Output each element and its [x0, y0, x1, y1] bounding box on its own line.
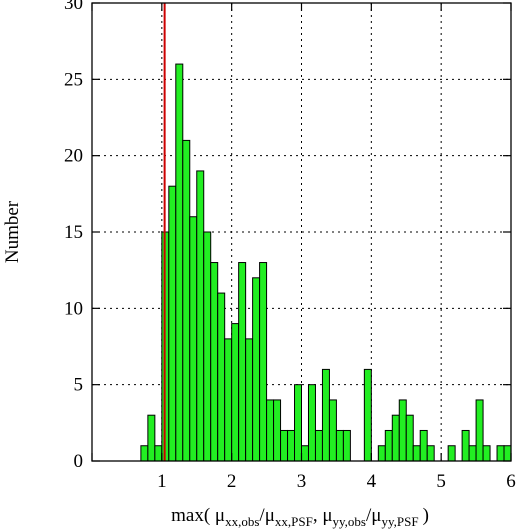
histogram-bar-40	[419, 429, 428, 462]
histogram-bar-21	[287, 429, 296, 462]
histogram-bar-4	[168, 185, 177, 462]
x-tick-label-5: 5	[436, 471, 446, 492]
histogram-bar-15	[245, 338, 254, 462]
x-tick-label-2: 2	[227, 471, 237, 492]
histogram-bar-25	[314, 429, 323, 462]
histogram-bar-39	[412, 445, 421, 462]
histogram-bar-49	[482, 445, 491, 462]
x-label-close: )	[423, 505, 429, 526]
x-label-mu-4: μ	[371, 505, 381, 526]
histogram-bar-41	[426, 445, 435, 462]
axis-ticks	[91, 2, 512, 462]
histogram-bar-1	[147, 414, 156, 462]
histogram-bar-29	[342, 429, 351, 462]
y-tick-label-5: 5	[74, 375, 84, 396]
histogram-bar-48	[475, 399, 484, 462]
x-label-sub-xx-obs: xx,obs	[225, 514, 259, 529]
histogram-bar-32	[363, 368, 372, 462]
histogram-bar-13	[231, 323, 240, 462]
x-tick-labels: 1 2 3 4 5 6	[157, 471, 516, 492]
x-tick-label-1: 1	[157, 471, 167, 492]
histogram-bar-46	[461, 429, 470, 462]
histogram-bar-27	[328, 399, 337, 462]
histogram-bar-34	[377, 445, 386, 462]
x-axis-label: max( μxx,obs/μxx,PSF, μyy,obs/μyy,PSF)	[171, 505, 429, 529]
histogram-bar-19	[273, 399, 282, 462]
histogram-bar-10	[210, 262, 219, 462]
y-tick-label-30: 30	[64, 0, 83, 14]
x-label-mu-3: μ	[322, 505, 332, 526]
histogram-bar-11	[217, 292, 226, 462]
x-label-slash-1: /	[259, 505, 265, 526]
y-tick-label-15: 15	[64, 222, 83, 243]
histogram-bar-20	[280, 429, 289, 462]
x-label-slash-2: /	[366, 505, 372, 526]
histogram-bar-35	[384, 429, 393, 462]
histogram-bar-5	[175, 63, 184, 462]
y-tick-label-0: 0	[74, 451, 84, 472]
x-label-mu-2: μ	[265, 505, 275, 526]
histogram-bar-36	[391, 414, 400, 462]
histogram-bar-22	[294, 384, 302, 462]
x-label-sub-yy-psf: yy,PSF	[381, 514, 418, 529]
y-axis-label: Number	[2, 200, 23, 263]
x-label-prefix: max(	[171, 505, 210, 526]
y-tick-labels: 0 5 10 15 20 25 30	[64, 0, 83, 472]
histogram-bar-12	[224, 338, 233, 462]
histogram-bar-14	[238, 262, 247, 462]
y-tick-label-10: 10	[64, 298, 83, 319]
histogram-bar-44	[447, 445, 456, 462]
x-label-sub-yy-obs: yy,obs	[333, 514, 366, 529]
x-label-mu-1: μ	[215, 505, 225, 526]
histogram-bar-8	[196, 170, 205, 462]
histogram-bar-28	[335, 429, 344, 462]
histogram-bar-7	[189, 216, 198, 462]
histogram-bar-26	[321, 368, 330, 462]
histogram-bar-18	[266, 399, 275, 462]
histogram-bar-0	[140, 445, 149, 462]
histogram-bar-37	[398, 399, 407, 462]
y-tick-label-25: 25	[64, 69, 83, 90]
histogram-bars	[140, 63, 512, 462]
histogram-bar-2	[154, 445, 163, 462]
x-label-comma: ,	[313, 505, 323, 526]
histogram-bar-24	[307, 384, 316, 462]
histogram-bar-6	[182, 139, 191, 462]
x-tick-label-4: 4	[367, 471, 377, 492]
x-label-sub-xx-psf: xx,PSF	[275, 514, 313, 529]
histogram-bar-51	[496, 445, 505, 462]
histogram-bar-23	[301, 445, 309, 462]
histogram-bar-52	[503, 445, 512, 462]
histogram-bar-47	[468, 445, 477, 462]
y-tick-label-20: 20	[64, 146, 83, 167]
histogram-bar-16	[252, 277, 261, 462]
histogram-bar-9	[203, 231, 212, 462]
histogram-bar-17	[259, 262, 268, 462]
x-tick-label-3: 3	[297, 471, 307, 492]
histogram-bar-38	[405, 414, 414, 462]
x-tick-label-6: 6	[506, 471, 516, 492]
